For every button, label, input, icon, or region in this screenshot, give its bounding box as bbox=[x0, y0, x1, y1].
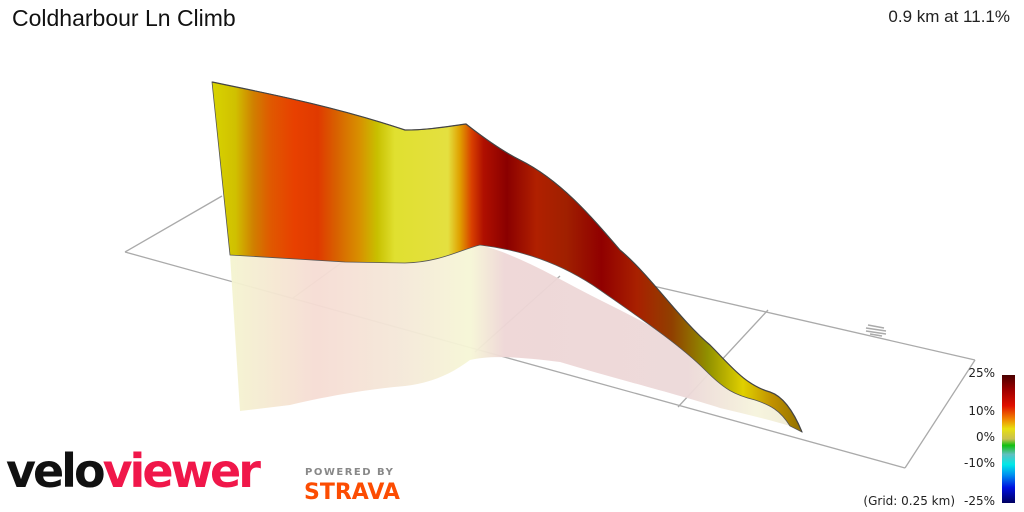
strava-logo: STRAVA bbox=[304, 480, 400, 505]
legend-label-neg25: -25% bbox=[963, 494, 995, 508]
profile-reflection bbox=[230, 245, 802, 432]
grid-scale-note: (Grid: 0.25 km) bbox=[863, 494, 955, 508]
gradient-color-bar bbox=[1002, 375, 1015, 503]
profile-ridge bbox=[211, 81, 803, 433]
legend-label-0: 0% bbox=[975, 430, 995, 444]
legend-label-25: 25% bbox=[968, 366, 995, 380]
legend-label-10: 10% bbox=[968, 404, 995, 418]
powered-by-label: POWERED BY bbox=[305, 467, 395, 478]
logo-velo: velo bbox=[6, 444, 106, 498]
climb-summary: 0.9 km at 11.1% bbox=[888, 7, 1010, 26]
logo-viewer: viewer bbox=[102, 444, 261, 498]
compass-marker-icon bbox=[865, 324, 887, 337]
climb-title: Coldharbour Ln Climb bbox=[12, 5, 236, 31]
legend-label-neg10: -10% bbox=[963, 456, 995, 470]
veloviewer-logo: veloviewer bbox=[6, 448, 261, 494]
